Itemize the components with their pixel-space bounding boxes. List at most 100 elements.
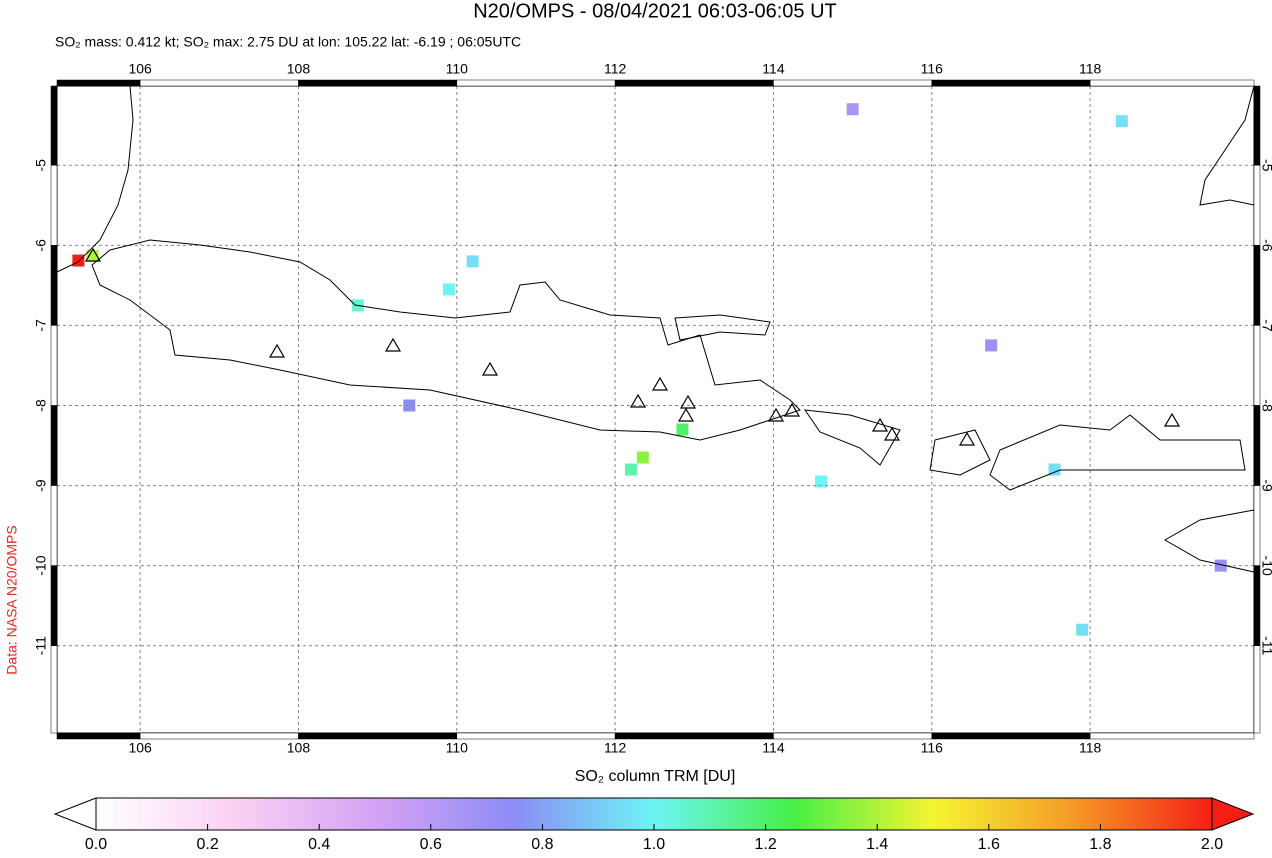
so2-pixel (676, 423, 689, 436)
colorbar-tick-label: 1.6 (978, 836, 1000, 853)
coast-lombok (929, 429, 991, 476)
frame-bar (56, 79, 141, 87)
frame-bar (1253, 485, 1261, 566)
x-tick-label-bottom: 118 (1079, 740, 1102, 756)
so2-pixel (442, 283, 455, 296)
colorbar-label: SO₂ column TRM [DU] (575, 768, 736, 785)
frame-bar (1253, 565, 1261, 646)
y-tick-label-right: -10 (1259, 556, 1272, 576)
coast-madura (674, 314, 771, 341)
frame-bar (931, 732, 1091, 740)
frame-bar (50, 245, 58, 326)
colorbar-tick-label: 0.4 (308, 836, 330, 853)
so2-pixel (985, 339, 998, 352)
title: N20/OMPS - 08/04/2021 06:03-06:05 UT (473, 0, 837, 22)
so2-pixel (1214, 559, 1227, 572)
frame-bar (50, 325, 58, 406)
y-tick-label-right: -9 (1259, 479, 1272, 492)
colorbar-tick-label: 0.8 (531, 836, 553, 853)
so2-pixel (1048, 463, 1061, 476)
frame-bar (1253, 405, 1261, 486)
frame-bar (614, 732, 774, 740)
frame-bar (1089, 79, 1255, 87)
so2-pixel (636, 451, 649, 464)
volcanoes (84, 247, 1181, 446)
y-tick-label-left: -10 (33, 555, 49, 575)
y-tick-label-left: -8 (33, 399, 49, 412)
colorbar-tick-label: 1.0 (643, 836, 665, 853)
coast-sumbawa (989, 414, 1246, 491)
coast-sumba (1163, 509, 1255, 573)
so2-pixel (624, 463, 637, 476)
colorbar-tick-label: 1.4 (866, 836, 888, 853)
x-tick-label-top: 106 (128, 61, 152, 77)
x-tick-label-bottom: 112 (604, 740, 627, 756)
colorbar-over (1211, 797, 1255, 831)
so2-pixel (814, 475, 827, 488)
map-background (57, 86, 1254, 733)
frame-bar (50, 565, 58, 646)
so2-pixel (846, 103, 859, 116)
frame-bar (298, 79, 458, 87)
so2-pixel (466, 255, 479, 268)
so2-pixel (1115, 115, 1128, 128)
so2-pixel (1076, 623, 1089, 636)
x-tick-label-bottom: 116 (921, 740, 944, 756)
x-tick-label-top: 110 (446, 61, 469, 77)
colorbar-tick-label: 1.2 (754, 836, 776, 853)
x-tick-label-bottom: 114 (762, 740, 785, 756)
x-tick-label-top: 114 (762, 61, 785, 77)
y-tick-label-left: -7 (33, 319, 49, 332)
colorbar-tick-label: 1.8 (1089, 836, 1111, 853)
y-tick-label-right: -5 (1259, 159, 1272, 172)
x-tick-label-bottom: 110 (446, 740, 469, 756)
frame-bar (50, 645, 58, 734)
x-tick-label-bottom: 106 (128, 740, 152, 756)
y-tick-label-right: -8 (1259, 399, 1272, 412)
y-tick-label-right: -7 (1259, 319, 1272, 332)
coast-java (91, 239, 801, 441)
frame-bar (50, 85, 58, 166)
coast-borneo (1199, 85, 1255, 206)
y-tick-label-right: -11 (1259, 636, 1272, 655)
frame-bar (456, 79, 616, 87)
y-tick-label-right: -6 (1259, 239, 1272, 252)
so2-pixel (403, 399, 416, 412)
colorbar-under (53, 797, 97, 831)
frame-bar (139, 732, 299, 740)
frame-bar (1253, 165, 1261, 246)
frame-bar (773, 732, 933, 740)
subtitle: SO₂ mass: 0.412 kt; SO₂ max: 2.75 DU at … (55, 34, 521, 50)
frame-bar (56, 732, 141, 740)
credit: Data: NASA N20/OMPS (4, 525, 20, 674)
colorbar: 0.0 0.2 0.4 0.6 0.8 1.0 1.2 1.4 1.6 1.8 2.0 (53, 797, 1255, 853)
frame-bar (1253, 645, 1261, 734)
y-tick-label-left: -5 (33, 159, 49, 172)
frame-bar (614, 79, 774, 87)
colorbar-tick-label: 0.0 (85, 836, 107, 853)
x-tick-label-top: 112 (604, 61, 627, 77)
frame-bar (456, 732, 616, 740)
frame-bar (298, 732, 458, 740)
x-tick-label-top: 116 (921, 61, 944, 77)
grid-layer (57, 86, 1254, 733)
pixel-layer (72, 103, 1227, 636)
y-tick-label-left: -11 (33, 636, 49, 655)
coastlines (56, 85, 1255, 573)
volcano (84, 247, 1181, 446)
x-tick-label-top: 108 (287, 61, 311, 77)
frame-bar (931, 79, 1091, 87)
frame-bar (1253, 325, 1261, 406)
y-tick-label-left: -9 (33, 479, 49, 492)
frame-bar (139, 79, 299, 87)
x-tick-label-bottom: 108 (287, 740, 311, 756)
frame-bar (50, 405, 58, 486)
frame-bar (50, 485, 58, 566)
y-tick-label-left: -6 (33, 239, 49, 252)
coast-sumatra (56, 85, 134, 273)
frame-bar (50, 165, 58, 246)
frame-bar (1253, 245, 1261, 326)
coast-bali (803, 409, 901, 466)
x-tick-label-top: 118 (1079, 61, 1102, 77)
